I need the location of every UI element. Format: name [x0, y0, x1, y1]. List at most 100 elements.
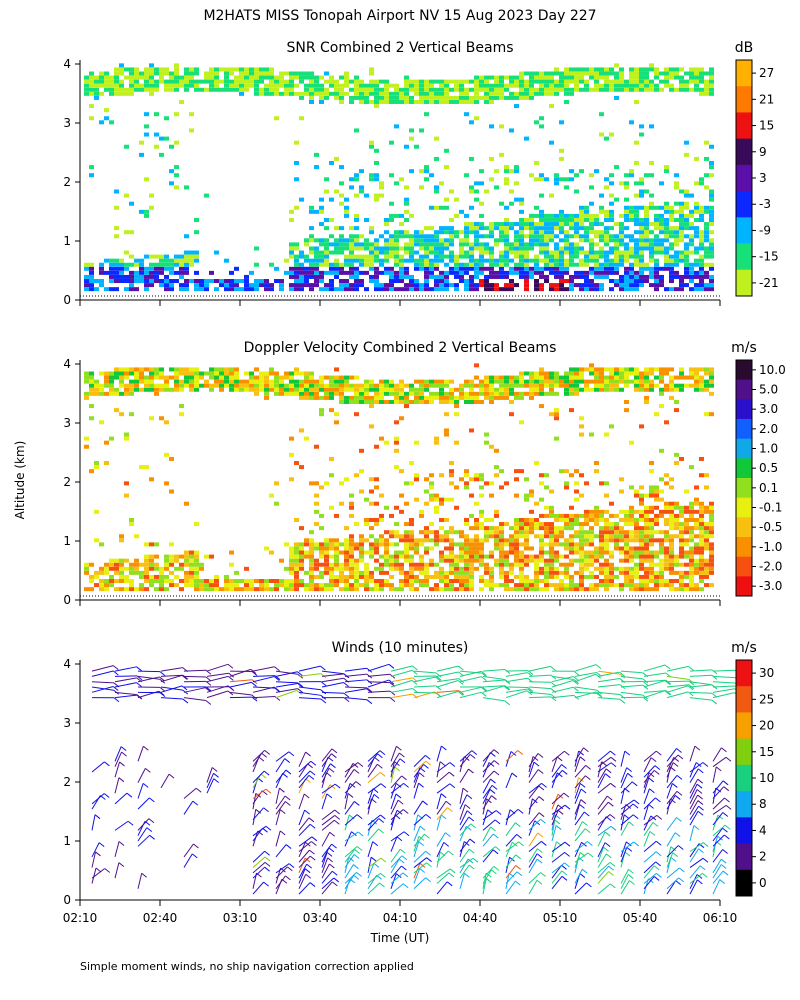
data-cell [604, 230, 609, 235]
wind-barb-flag [159, 692, 166, 697]
data-cell [564, 234, 569, 239]
data-cell [254, 587, 259, 592]
data-cell [174, 558, 179, 563]
data-cell [354, 87, 359, 92]
data-cell [559, 587, 564, 592]
data-cell [504, 230, 509, 235]
data-cell [664, 481, 669, 486]
data-cell [704, 530, 709, 535]
data-cell [134, 258, 139, 263]
wind-barb [252, 881, 269, 895]
data-cell [474, 91, 479, 96]
data-cell [104, 108, 109, 113]
data-cell [534, 570, 539, 575]
data-cell [549, 213, 554, 218]
data-cell [434, 242, 439, 247]
data-cell [529, 266, 534, 271]
data-cell [569, 526, 574, 531]
data-cell [669, 266, 674, 271]
data-cell [624, 270, 629, 275]
data-cell [699, 205, 704, 210]
data-cell [569, 562, 574, 567]
data-cell [559, 530, 564, 535]
data-cell [299, 546, 304, 551]
data-cell [459, 270, 464, 275]
data-cell [694, 570, 699, 575]
data-cell [289, 554, 294, 559]
data-cell [274, 387, 279, 392]
data-cell [354, 522, 359, 527]
data-cell [324, 542, 329, 547]
footnote: Simple moment winds, no ship navigation … [80, 960, 414, 973]
data-cell [499, 274, 504, 279]
data-cell [394, 181, 399, 186]
data-cell [559, 570, 564, 575]
data-cell [464, 579, 469, 584]
data-cell [599, 517, 604, 522]
data-cell [549, 287, 554, 292]
data-cell [374, 250, 379, 255]
data-cell [159, 416, 164, 421]
data-cell [184, 550, 189, 555]
data-cell [544, 258, 549, 263]
data-cell [99, 579, 104, 584]
data-cell [644, 205, 649, 210]
data-cell [369, 570, 374, 575]
data-cell [149, 583, 154, 588]
data-cell [594, 258, 599, 263]
data-cell [224, 67, 229, 72]
data-cell [619, 489, 624, 494]
data-cell [559, 383, 564, 388]
data-cell [529, 246, 534, 251]
data-cell [239, 579, 244, 584]
data-cell [399, 279, 404, 284]
data-cell [699, 456, 704, 461]
data-cell [589, 363, 594, 368]
data-cell [704, 387, 709, 392]
data-cell [344, 287, 349, 292]
data-cell [359, 79, 364, 84]
data-cell [694, 546, 699, 551]
data-cell [434, 391, 439, 396]
data-cell [459, 87, 464, 92]
data-cell [644, 570, 649, 575]
wind-barb [137, 745, 149, 762]
data-cell [519, 570, 524, 575]
data-cell [204, 379, 209, 384]
data-cell [274, 383, 279, 388]
data-cell [389, 387, 394, 392]
data-cell [584, 287, 589, 292]
data-cell [159, 383, 164, 388]
data-cell [609, 71, 614, 76]
data-cell [329, 266, 334, 271]
data-cell [99, 79, 104, 84]
data-cell [329, 270, 334, 275]
wind-barb [252, 825, 272, 837]
data-cell [454, 254, 459, 259]
data-cell [439, 279, 444, 284]
data-cell [569, 574, 574, 579]
data-cell [649, 579, 654, 584]
data-cell [654, 517, 659, 522]
data-cell [434, 436, 439, 441]
wind-barb-flag [121, 751, 127, 757]
data-cell [669, 383, 674, 388]
wind-barb-shaft [229, 668, 252, 677]
data-cell [649, 371, 654, 376]
data-cell [379, 391, 384, 396]
data-cell [314, 509, 319, 514]
data-cell [639, 530, 644, 535]
data-cell [279, 579, 284, 584]
data-cell [454, 412, 459, 417]
data-cell [519, 209, 524, 214]
data-cell [664, 75, 669, 80]
data-cell [374, 501, 379, 506]
data-cell [539, 246, 544, 251]
data-cell [304, 379, 309, 384]
data-cell [679, 562, 684, 567]
data-cell [359, 550, 364, 555]
data-cell [694, 379, 699, 384]
data-cell [519, 83, 524, 88]
data-cell [379, 383, 384, 388]
data-cell [664, 230, 669, 235]
